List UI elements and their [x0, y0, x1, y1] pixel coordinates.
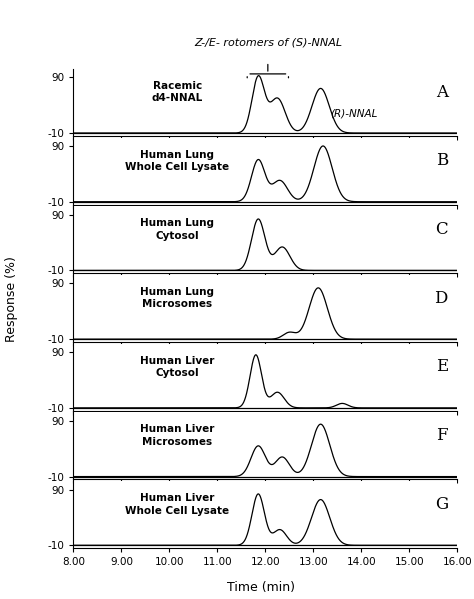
- Text: Human Liver
Cytosol: Human Liver Cytosol: [140, 356, 214, 378]
- Text: Z-/E- rotomers of (S)-NNAL: Z-/E- rotomers of (S)-NNAL: [194, 38, 342, 47]
- Text: Human Liver
Microsomes: Human Liver Microsomes: [140, 425, 214, 447]
- Text: C: C: [435, 221, 448, 238]
- Text: Racemic
d4-NNAL: Racemic d4-NNAL: [152, 81, 203, 104]
- Text: Human Lung
Whole Cell Lysate: Human Lung Whole Cell Lysate: [125, 150, 229, 172]
- Text: Response (%): Response (%): [5, 256, 18, 343]
- Text: G: G: [435, 496, 448, 513]
- Text: Human Lung
Microsomes: Human Lung Microsomes: [140, 287, 214, 310]
- Text: Human Liver
Whole Cell Lysate: Human Liver Whole Cell Lysate: [125, 493, 229, 516]
- Text: F: F: [436, 427, 448, 444]
- Text: B: B: [436, 152, 448, 170]
- Text: A: A: [436, 84, 448, 101]
- Text: E: E: [436, 358, 448, 376]
- Text: Human Lung
Cytosol: Human Lung Cytosol: [140, 219, 214, 241]
- Text: Time (min): Time (min): [227, 581, 295, 594]
- Text: (R)-NNAL: (R)-NNAL: [330, 108, 378, 119]
- Text: D: D: [435, 290, 448, 307]
